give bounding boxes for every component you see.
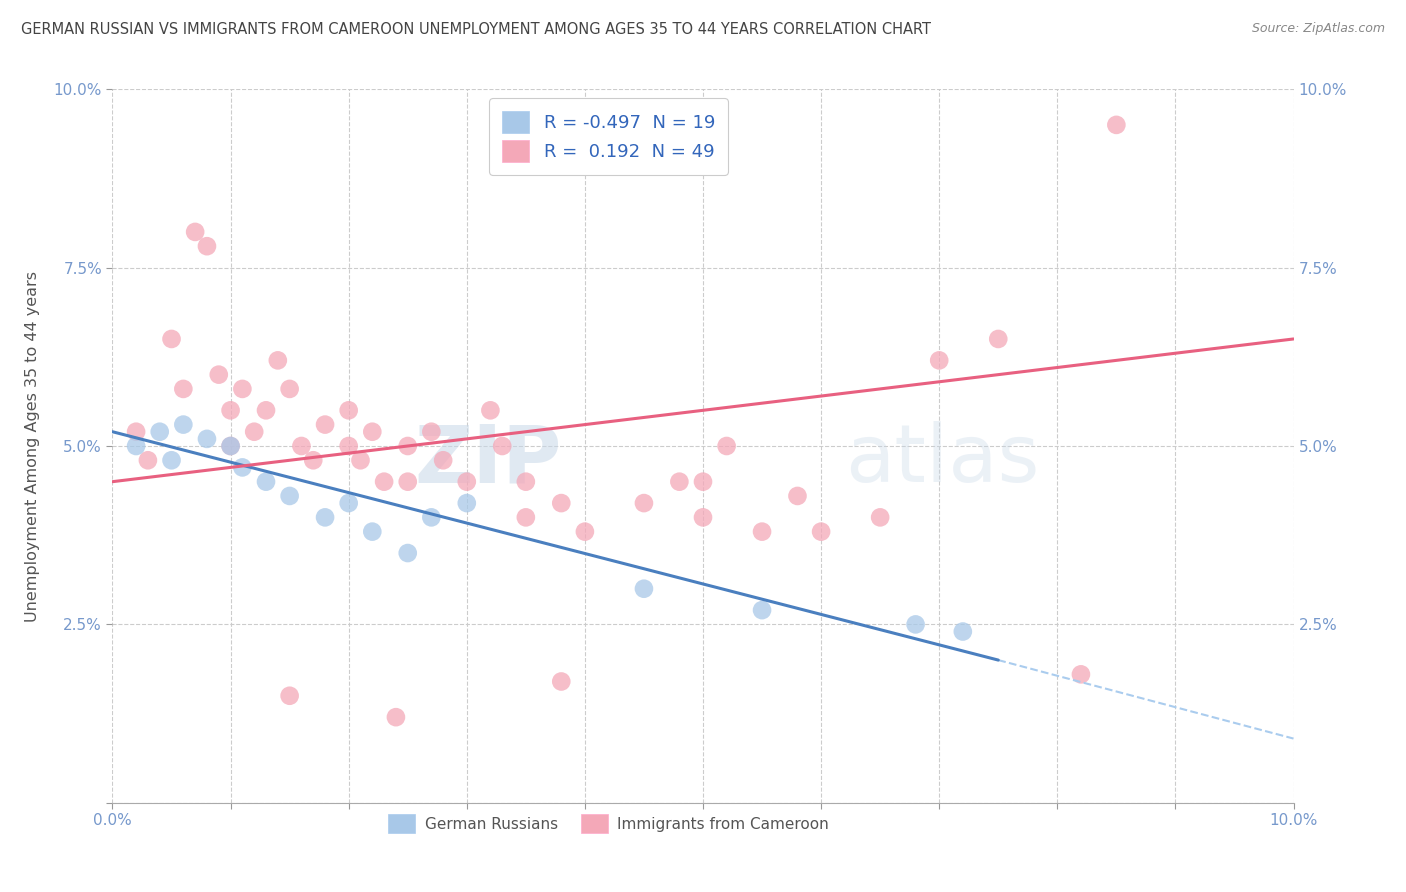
Point [219, 403, 242, 417]
Point [396, 475, 419, 489]
Point [456, 475, 478, 489]
Point [550, 496, 572, 510]
Point [420, 510, 443, 524]
Point [633, 582, 655, 596]
Point [267, 353, 290, 368]
Point [337, 439, 360, 453]
Point [231, 460, 253, 475]
Point [479, 403, 502, 417]
Point [195, 239, 218, 253]
Point [491, 439, 513, 453]
Point [314, 510, 336, 524]
Point [952, 624, 974, 639]
Point [278, 489, 301, 503]
Point [904, 617, 927, 632]
Y-axis label: Unemployment Among Ages 35 to 44 years: Unemployment Among Ages 35 to 44 years [25, 270, 39, 622]
Point [420, 425, 443, 439]
Point [810, 524, 832, 539]
Point [314, 417, 336, 432]
Point [149, 425, 172, 439]
Point [302, 453, 325, 467]
Point [254, 403, 277, 417]
Point [574, 524, 596, 539]
Point [254, 475, 277, 489]
Point [219, 439, 242, 453]
Legend: German Russians, Immigrants from Cameroon: German Russians, Immigrants from Cameroo… [375, 802, 841, 845]
Point [231, 382, 253, 396]
Text: atlas: atlas [845, 421, 1039, 500]
Point [751, 603, 773, 617]
Point [337, 403, 360, 417]
Point [243, 425, 266, 439]
Point [668, 475, 690, 489]
Point [550, 674, 572, 689]
Point [278, 689, 301, 703]
Point [396, 439, 419, 453]
Point [125, 439, 148, 453]
Point [160, 332, 183, 346]
Text: Source: ZipAtlas.com: Source: ZipAtlas.com [1251, 22, 1385, 36]
Point [1070, 667, 1092, 681]
Point [786, 489, 808, 503]
Point [361, 425, 384, 439]
Point [172, 382, 194, 396]
Point [219, 439, 242, 453]
Point [208, 368, 231, 382]
Point [160, 453, 183, 467]
Point [385, 710, 408, 724]
Point [432, 453, 454, 467]
Point [396, 546, 419, 560]
Point [1105, 118, 1128, 132]
Point [869, 510, 891, 524]
Point [928, 353, 950, 368]
Point [633, 496, 655, 510]
Point [361, 524, 384, 539]
Point [515, 475, 537, 489]
Point [692, 510, 714, 524]
Point [692, 475, 714, 489]
Point [125, 425, 148, 439]
Point [349, 453, 371, 467]
Point [136, 453, 159, 467]
Point [290, 439, 312, 453]
Point [278, 382, 301, 396]
Point [337, 496, 360, 510]
Point [751, 524, 773, 539]
Point [515, 510, 537, 524]
Point [172, 417, 194, 432]
Point [373, 475, 395, 489]
Text: ZIP: ZIP [413, 421, 561, 500]
Point [987, 332, 1010, 346]
Point [456, 496, 478, 510]
Point [184, 225, 207, 239]
Point [195, 432, 218, 446]
Text: GERMAN RUSSIAN VS IMMIGRANTS FROM CAMEROON UNEMPLOYMENT AMONG AGES 35 TO 44 YEAR: GERMAN RUSSIAN VS IMMIGRANTS FROM CAMERO… [21, 22, 931, 37]
Point [716, 439, 738, 453]
